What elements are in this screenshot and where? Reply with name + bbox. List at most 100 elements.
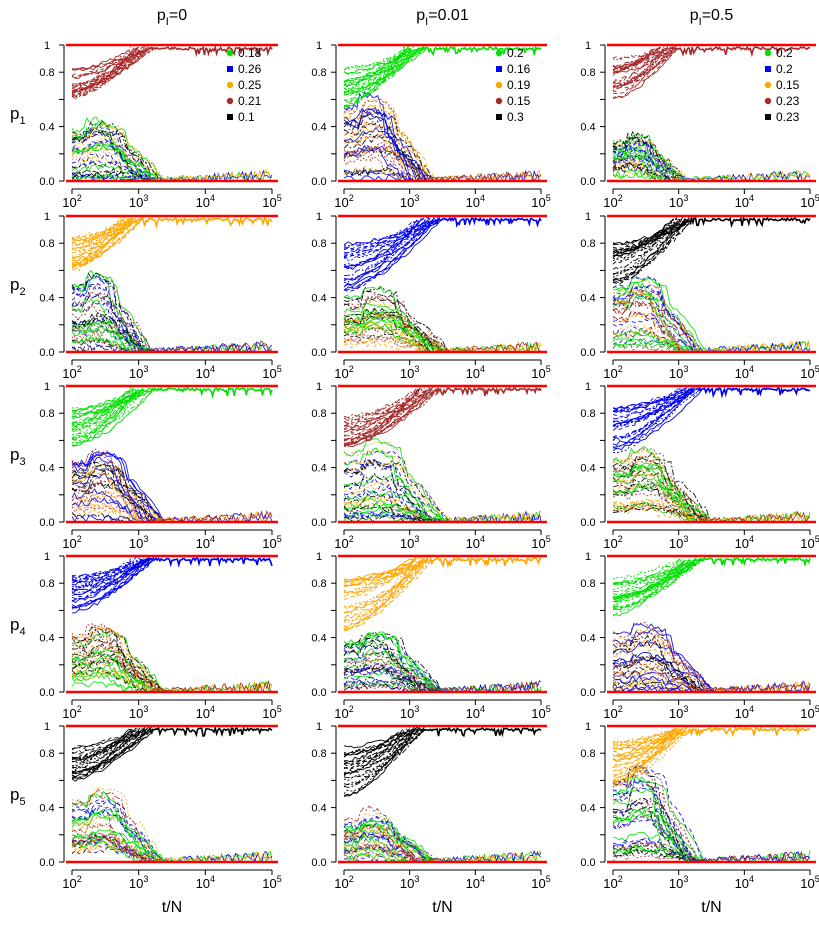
y-tick-label: 0.4 — [580, 803, 595, 815]
y-tick-label: 0.8 — [39, 67, 54, 79]
winner-trajectory — [612, 46, 665, 100]
winner-trajectory — [343, 388, 425, 425]
winner-trajectory — [343, 729, 412, 797]
x-tick-label: 105 — [262, 534, 281, 551]
loser-trajectory — [343, 320, 451, 353]
y-tick-label: 0.8 — [311, 578, 326, 590]
loser-trajectory — [612, 854, 703, 863]
loser-trajectory — [71, 652, 148, 693]
y-tick-label: 0.0 — [311, 517, 326, 529]
winner-trajectory — [71, 389, 142, 430]
loser-trajectory — [612, 317, 696, 351]
loser-trajectory — [612, 291, 700, 353]
loser-trajectory — [612, 284, 697, 350]
winner-trajectory — [343, 559, 425, 628]
x-axis-title: t/N — [432, 899, 452, 916]
loser-trajectory — [343, 313, 449, 353]
loser-trajectory — [612, 628, 714, 693]
winner-trajectory — [343, 389, 420, 448]
loser-trajectory — [71, 808, 163, 861]
loser-trajectory — [71, 643, 161, 690]
loser-trajectory — [343, 825, 418, 863]
loser-trajectory — [343, 144, 433, 180]
winner-trajectory — [71, 217, 127, 241]
loser-trajectory — [612, 764, 686, 861]
loser-trajectory — [71, 667, 146, 692]
loser-trajectory — [612, 627, 698, 693]
winner-trajectory — [612, 218, 690, 260]
loser-trajectory — [343, 663, 438, 693]
winner-trajectory — [71, 557, 150, 579]
y-tick-label: 0.0 — [580, 857, 595, 869]
loser-trajectory — [71, 495, 148, 520]
x-tick-label: 104 — [735, 704, 754, 721]
winner-trajectory — [343, 48, 410, 97]
loser-trajectory — [612, 780, 692, 863]
winner-trajectory — [343, 558, 432, 622]
y-tick-label: 0.8 — [39, 238, 54, 250]
loser-trajectory — [343, 634, 444, 693]
x-tick-label: 104 — [196, 193, 215, 210]
loser-trajectory — [612, 290, 680, 353]
winner-plateau — [435, 216, 542, 228]
loser-trajectory — [612, 622, 704, 692]
loser-trajectory — [71, 280, 134, 352]
x-tick-label: 103 — [669, 534, 688, 551]
trajectories — [612, 386, 811, 524]
winner-trajectory — [612, 45, 678, 88]
loser-trajectory — [72, 657, 152, 693]
loser-trajectory — [343, 667, 433, 693]
loser-trajectory — [71, 329, 150, 351]
loser-trajectory — [612, 765, 685, 860]
loser-trajectory — [71, 671, 154, 693]
winner-trajectory — [612, 389, 702, 441]
x-tick-label: 105 — [800, 193, 819, 210]
x-tick-label: 102 — [334, 704, 353, 721]
loser-trajectory — [343, 290, 431, 352]
loser-trajectory — [612, 152, 671, 182]
winner-trajectory — [612, 217, 692, 265]
y-tick-label: 0.4 — [580, 633, 595, 645]
noise-trace — [150, 509, 273, 524]
loser-trajectory — [343, 849, 433, 863]
loser-trajectory — [612, 160, 661, 182]
winner-trajectory — [612, 390, 694, 429]
winner-trajectory — [343, 48, 427, 96]
column-title: pI=0.5 — [690, 7, 734, 28]
y-tick-label: 0.4 — [311, 293, 326, 305]
loser-trajectory — [72, 129, 140, 179]
loser-trajectory — [71, 479, 156, 523]
loser-trajectory — [612, 483, 691, 523]
winner-plateau — [420, 44, 542, 57]
loser-trajectory — [343, 665, 432, 693]
loser-trajectory — [343, 827, 418, 863]
winner-plateau — [138, 215, 273, 230]
loser-trajectory — [612, 130, 678, 179]
y-tick-label: 0.4 — [311, 803, 326, 815]
legend-marker — [765, 114, 771, 120]
y-tick-label: 1 — [44, 381, 50, 393]
loser-trajectory — [343, 108, 426, 182]
loser-trajectory — [612, 338, 703, 353]
winner-trajectory — [343, 556, 431, 621]
y-tick-label: 0.4 — [39, 293, 54, 305]
loser-trajectory — [71, 123, 166, 182]
winner-trajectory — [343, 47, 421, 103]
panel-r2-c3: 0.0 0.4 0.8 1 102 103 104 105 — [580, 211, 819, 381]
y-tick-label: 1 — [316, 211, 322, 223]
loser-trajectory — [71, 344, 131, 353]
y-tick-label: 0.0 — [39, 176, 54, 188]
loser-trajectory — [343, 113, 419, 180]
legend-marker — [227, 114, 233, 120]
column-title: pI=0 — [157, 7, 187, 28]
loser-trajectory — [71, 298, 155, 353]
loser-trajectory — [343, 321, 426, 350]
loser-trajectory — [71, 314, 154, 351]
loser-trajectory — [612, 341, 705, 353]
x-tick-label: 105 — [262, 364, 281, 381]
winner-trajectory — [343, 388, 438, 437]
winner-trajectory — [612, 727, 686, 778]
loser-trajectory — [71, 461, 143, 520]
loser-trajectory — [343, 145, 408, 181]
